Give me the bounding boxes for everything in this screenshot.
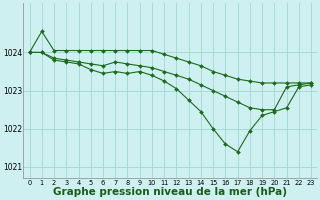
X-axis label: Graphe pression niveau de la mer (hPa): Graphe pression niveau de la mer (hPa) <box>53 187 287 197</box>
